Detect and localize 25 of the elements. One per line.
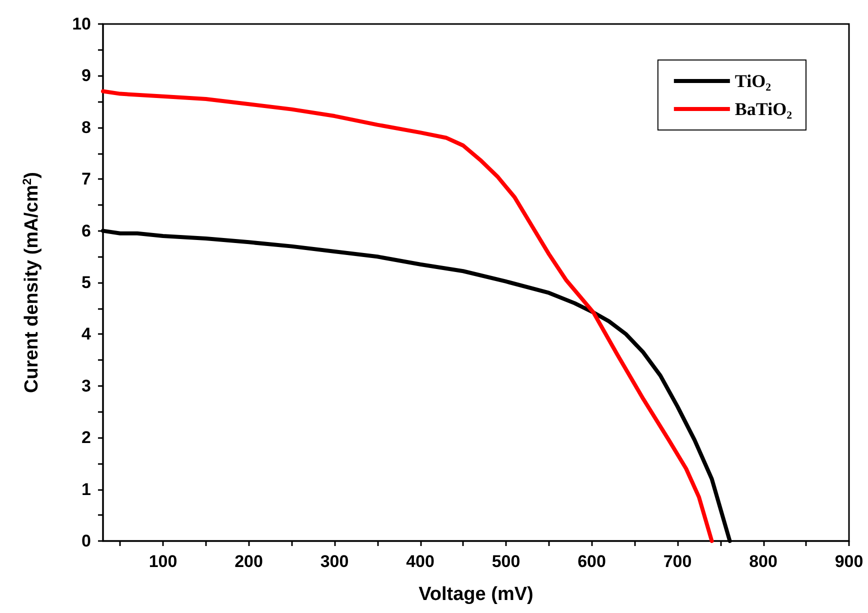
x-tick-label: 200 xyxy=(234,552,263,571)
x-tick-label: 600 xyxy=(578,552,606,571)
x-tick-label: 900 xyxy=(834,552,864,571)
y-axis-title: Curent density (mA/cm2) xyxy=(20,172,42,393)
x-axis-title: Voltage (mV) xyxy=(418,584,534,605)
y-tick-label: 5 xyxy=(82,273,91,292)
y-tick-label: 7 xyxy=(82,170,91,189)
x-tick-label: 700 xyxy=(663,552,692,571)
x-tick-label: 400 xyxy=(406,552,434,571)
y-tick-label: 8 xyxy=(82,118,91,137)
x-tick-label: 500 xyxy=(492,552,520,571)
line-series xyxy=(101,89,714,543)
y-tick-label: 9 xyxy=(82,66,91,86)
y-tick-label: 0 xyxy=(82,532,91,550)
legend-label: TiO₂ xyxy=(734,71,772,91)
y-tick-label: 4 xyxy=(82,324,92,344)
y-tick-label: 3 xyxy=(82,376,91,396)
y-tick-label: 10 xyxy=(72,14,91,34)
x-tick-label: 100 xyxy=(148,552,178,571)
y-tick-label: 6 xyxy=(82,221,91,240)
y-tick-label: 2 xyxy=(82,428,91,448)
legend-label: BaTiO₂ xyxy=(734,99,792,119)
x-tick-label: 800 xyxy=(749,552,778,571)
x-tick-label: 300 xyxy=(320,552,349,571)
y-tick-label: 1 xyxy=(82,480,91,499)
